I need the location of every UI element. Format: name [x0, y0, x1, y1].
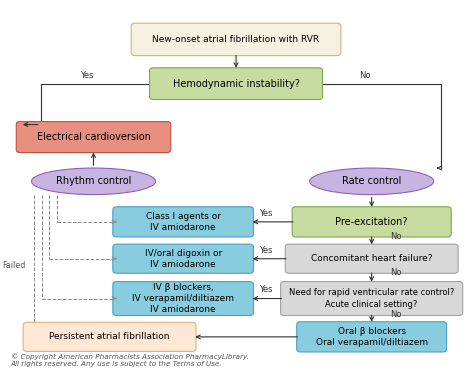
FancyBboxPatch shape [23, 322, 196, 351]
FancyBboxPatch shape [113, 282, 254, 316]
Text: IV/oral digoxin or
IV amiodarone: IV/oral digoxin or IV amiodarone [145, 249, 222, 269]
Ellipse shape [310, 168, 434, 195]
Text: No: No [359, 71, 371, 80]
Text: Rate control: Rate control [342, 176, 401, 186]
Text: Pre-excitation?: Pre-excitation? [336, 217, 408, 227]
FancyBboxPatch shape [297, 322, 447, 352]
Text: Yes: Yes [259, 285, 273, 294]
FancyBboxPatch shape [281, 282, 463, 316]
Text: Oral β blockers
Oral verapamil/diltiazem: Oral β blockers Oral verapamil/diltiazem [316, 327, 428, 347]
Text: IV β blockers,
IV verapamil/diltiazem
IV amiodarone: IV β blockers, IV verapamil/diltiazem IV… [132, 283, 234, 314]
FancyBboxPatch shape [292, 207, 451, 237]
Text: Failed: Failed [2, 261, 26, 270]
Text: Yes: Yes [259, 209, 273, 218]
Text: No: No [390, 310, 401, 319]
Text: Electrical cardioversion: Electrical cardioversion [36, 132, 150, 142]
FancyBboxPatch shape [150, 68, 322, 100]
Text: New-onset atrial fibrillation with RVR: New-onset atrial fibrillation with RVR [153, 35, 319, 44]
Text: Concomitant heart failure?: Concomitant heart failure? [311, 254, 432, 263]
FancyBboxPatch shape [285, 244, 458, 273]
Text: No: No [390, 268, 401, 278]
Text: Class I agents or
IV amiodarone: Class I agents or IV amiodarone [146, 212, 221, 232]
Text: Yes: Yes [80, 71, 93, 80]
Text: Rhythm control: Rhythm control [56, 176, 131, 186]
Text: Hemodynamic instability?: Hemodynamic instability? [173, 79, 300, 89]
Ellipse shape [31, 168, 155, 195]
FancyBboxPatch shape [131, 23, 341, 56]
Text: Persistent atrial fibrillation: Persistent atrial fibrillation [49, 332, 170, 342]
FancyBboxPatch shape [113, 207, 254, 237]
Text: Yes: Yes [259, 246, 273, 255]
Text: © Copyright American Pharmacists Association PharmacyLibrary.
All rights reserve: © Copyright American Pharmacists Associa… [11, 354, 249, 367]
FancyBboxPatch shape [113, 244, 254, 273]
FancyBboxPatch shape [16, 122, 171, 152]
Text: Need for rapid ventricular rate control?
Acute clinical setting?: Need for rapid ventricular rate control?… [289, 289, 455, 309]
Text: No: No [390, 232, 401, 240]
